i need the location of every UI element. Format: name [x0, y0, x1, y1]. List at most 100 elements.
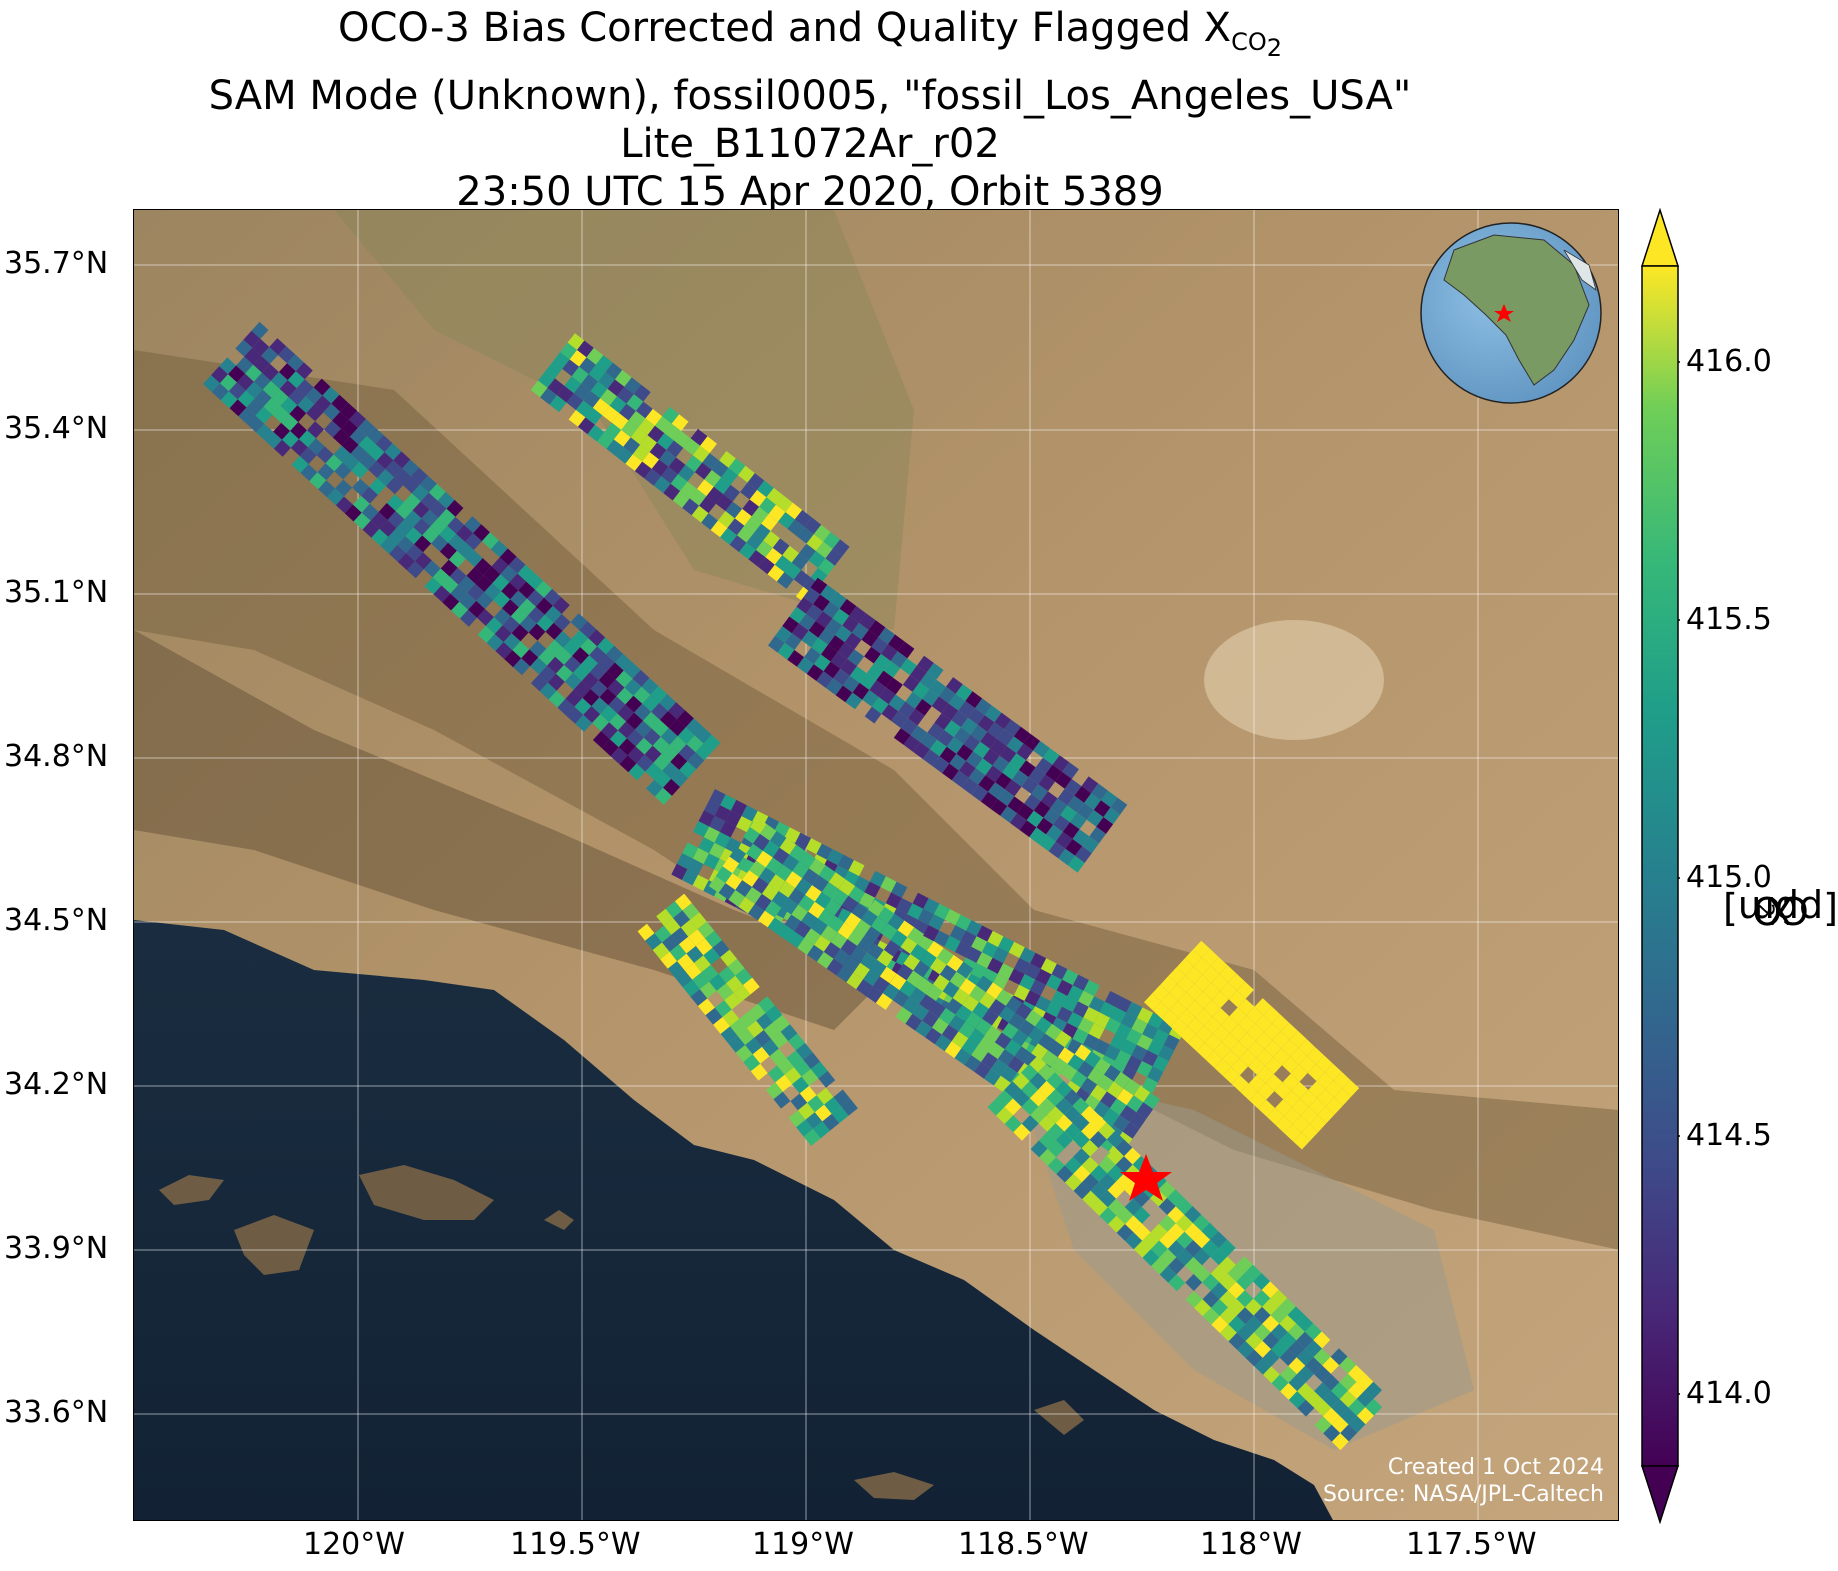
xco2-cell: [1177, 992, 1195, 1010]
xco2-cell: [919, 672, 937, 690]
xco2-cell: [757, 996, 775, 1014]
xco2-cell: [626, 729, 644, 747]
xco2-cell: [1000, 806, 1017, 823]
xco2-cell: [795, 878, 812, 895]
xco2-cell: [722, 1009, 740, 1027]
xco2-cell: [1023, 733, 1041, 751]
xco2-cell: [773, 1091, 791, 1109]
xco2-cell: [1116, 1207, 1134, 1225]
xco2-cell: [971, 1045, 988, 1062]
xco2-cell: [1270, 1289, 1288, 1307]
xco2-cell: [540, 387, 557, 405]
map-title: OCO-3 Bias Corrected and Quality Flagged…: [0, 4, 1620, 216]
xco2-cell: [1291, 1098, 1309, 1116]
xco2-cell: [788, 1110, 806, 1128]
xco2-cell: [1125, 1232, 1143, 1250]
xco2-cell: [1051, 990, 1068, 1007]
xco2-cell: [1313, 1348, 1331, 1366]
xco2-cell: [486, 634, 504, 651]
xco2-cell: [560, 342, 577, 360]
xco2-cell: [946, 737, 964, 754]
xco2-cell: [654, 787, 672, 805]
xco2-cell: [324, 420, 341, 438]
xco2-cell: [888, 634, 905, 652]
xco2-cell: [820, 644, 838, 662]
xco2-cell: [822, 601, 840, 619]
xco2-cell: [813, 524, 831, 542]
xco2-cell: [557, 385, 574, 403]
xco2-cell: [1301, 1123, 1319, 1141]
xco2-cell: [247, 415, 265, 433]
xco2-cell: [801, 911, 818, 929]
xco2-cell: [700, 436, 717, 454]
xco2-cell: [887, 913, 905, 931]
xco2-cell: [1315, 1055, 1333, 1073]
xco2-cell: [1323, 1407, 1340, 1425]
xco2-cell: [1231, 1058, 1249, 1076]
ocean: [134, 920, 1333, 1520]
xco2-cell: [961, 777, 979, 795]
xco2-cell: [799, 543, 816, 561]
xco2-cell: [879, 966, 897, 984]
xco2-cell: [805, 885, 822, 902]
xco2-cell: [1184, 949, 1202, 967]
xco2-cell: [272, 405, 290, 423]
xco2-cell: [814, 891, 832, 909]
xco2-cell: [1072, 829, 1090, 847]
xco2-cell: [634, 461, 652, 479]
xco2-cell: [675, 970, 693, 988]
xco2-cell: [621, 420, 638, 438]
xco2-cell: [1088, 996, 1105, 1013]
xco2-cell: [806, 534, 824, 551]
xco2-cell: [659, 711, 677, 728]
map-panel[interactable]: [133, 209, 1619, 1521]
xco2-cell: [1030, 1140, 1048, 1158]
xco2-cell: [953, 727, 971, 745]
xco2-cell: [1317, 1089, 1335, 1107]
xco2-cell: [1245, 1298, 1262, 1316]
xco2-cell: [1160, 975, 1178, 993]
xco2-cell: [460, 609, 477, 627]
xco2-cell: [789, 844, 807, 862]
xco2-cell: [866, 663, 884, 681]
xco2-cell: [1120, 1012, 1137, 1029]
xco2-cell: [791, 623, 809, 641]
xco2-cell: [609, 396, 627, 414]
xco2-cell: [1070, 1070, 1088, 1088]
xco2-cell: [1021, 777, 1039, 794]
xco2-cell: [509, 573, 527, 591]
xco2-cell: [718, 511, 735, 528]
xco2-cell: [1158, 1045, 1175, 1062]
xco2-cell: [682, 842, 699, 859]
xco2-cell: [580, 638, 598, 656]
xco2-cell: [437, 491, 455, 509]
xco2-cell: [1253, 1323, 1271, 1341]
xco2-cell: [1028, 767, 1046, 785]
xco2-cell: [512, 641, 530, 659]
xco2-cell: [579, 621, 597, 639]
xco2-cell: [864, 706, 882, 724]
xco2-cell: [1288, 1391, 1306, 1409]
xco2-cell: [1194, 974, 1212, 992]
xco2-cell: [375, 435, 393, 453]
xco2-cell: [875, 993, 893, 1010]
xco2-cell: [1186, 1000, 1204, 1018]
xco2-cell: [253, 355, 270, 373]
xco2-cell: [1038, 834, 1056, 852]
xco2-cell: [958, 761, 976, 778]
xco2-cell: [1237, 1341, 1255, 1359]
xco2-cell: [1024, 990, 1041, 1007]
xco2-cell: [686, 946, 704, 963]
xco2-cell: [860, 952, 877, 970]
xco2-cell: [748, 1003, 766, 1021]
xco2-cell: [997, 963, 1014, 980]
xco2-cell: [671, 770, 689, 787]
xco2-cell: [414, 552, 432, 570]
xco2-cell: [1184, 1206, 1202, 1224]
xco2-cell: [1035, 757, 1053, 775]
xco2-cell: [820, 584, 837, 602]
xco2-cell: [635, 737, 653, 755]
xco2-cell: [1170, 1018, 1188, 1035]
xco2-cell: [920, 950, 937, 968]
xco2-cell: [1072, 1131, 1090, 1149]
